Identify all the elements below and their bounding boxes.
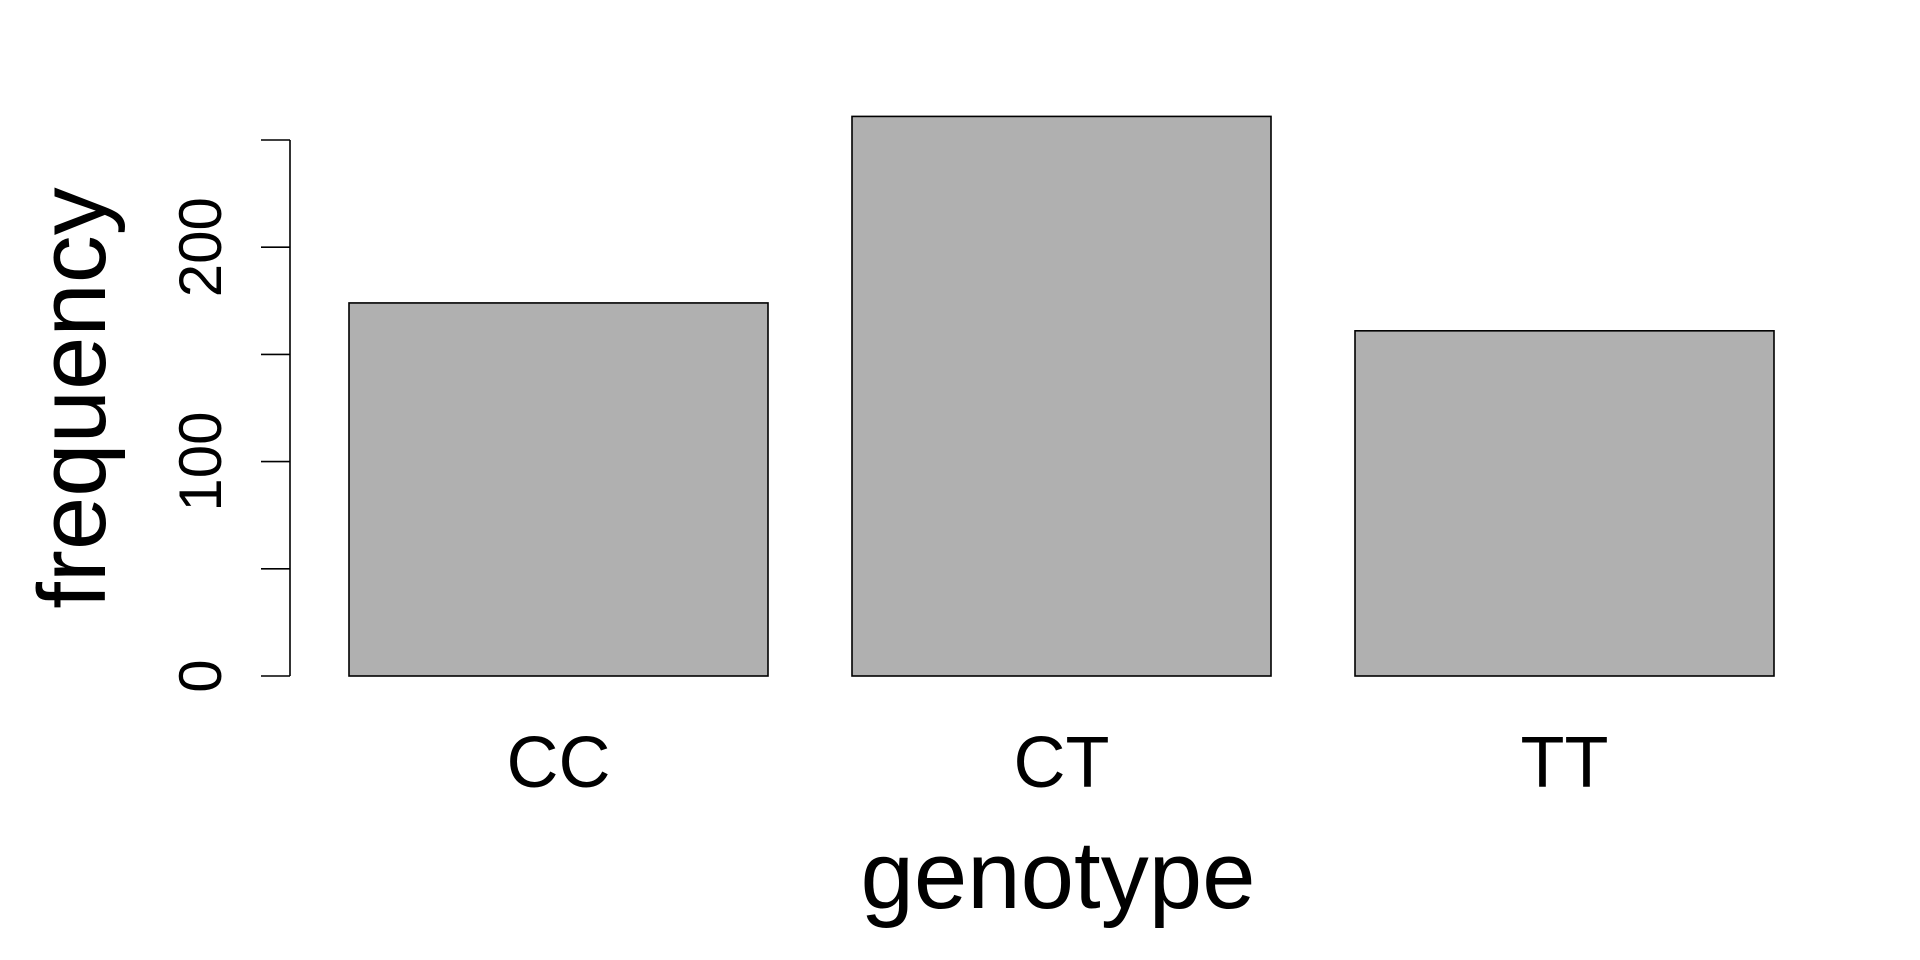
y-axis-title: frequency — [19, 187, 126, 609]
x-category-labels: CC CT TT — [507, 723, 1609, 803]
bar-ct — [851, 115, 1272, 677]
x-category-label: TT — [1521, 723, 1609, 803]
y-tick-label: 0 — [167, 659, 234, 692]
y-tick-label: 100 — [167, 412, 234, 512]
y-ticks: 0 100 200 — [167, 139, 290, 693]
bar-cc — [348, 302, 769, 677]
y-tick-label: 200 — [167, 197, 234, 297]
bars — [348, 115, 1775, 677]
x-category-label: CC — [507, 723, 611, 803]
x-axis-title: genotype — [860, 822, 1255, 929]
x-category-label: CT — [1014, 723, 1110, 803]
bar-tt — [1354, 330, 1775, 677]
